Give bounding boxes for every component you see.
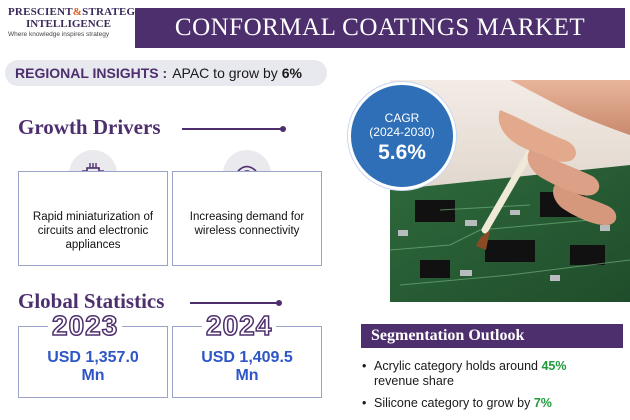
title-banner: CONFORMAL COATINGS MARKET — [135, 8, 625, 48]
segmentation-highlight: 7% — [533, 396, 552, 410]
stat-year: 2023 — [48, 309, 123, 342]
logo-tagline: Where knowledge inspires strategy — [8, 31, 110, 38]
segmentation-text: revenue share — [374, 374, 454, 388]
growth-driver-text: Increasing demand for wireless connectiv… — [189, 211, 305, 237]
growth-driver-card-1: Rapid miniaturization of circuits and el… — [18, 171, 168, 266]
cagr-label: CAGR — [384, 111, 420, 125]
circuit-board-photo — [390, 80, 630, 302]
growth-drivers-heading: Growth Drivers — [18, 115, 161, 139]
cagr-badge: CAGR (2024-2030) 5.6% — [348, 82, 456, 190]
segmentation-item-acrylic: Acrylic category holds around 45% revenu… — [362, 359, 622, 389]
stat-value: USD 1,357.0 Mn — [47, 349, 139, 384]
stat-year: 2024 — [202, 309, 277, 342]
logo-ampersand: & — [72, 6, 83, 18]
segmentation-highlight: 45% — [541, 359, 567, 373]
page-title: CONFORMAL COATINGS MARKET — [174, 14, 586, 41]
global-statistics-heading: Global Statistics — [18, 289, 165, 313]
cagr-period: (2024-2030) — [369, 125, 435, 139]
cagr-value: 5.6% — [378, 141, 426, 164]
stat-value: USD 1,409.5 Mn — [201, 349, 293, 384]
logo-line-2: INTELLIGENCE — [26, 18, 111, 30]
segmentation-item-silicone: Silicone category to grow by 7% — [362, 396, 622, 411]
regional-insights-value: 6% — [281, 65, 302, 81]
regional-insights-label: REGIONAL INSIGHTS : — [15, 65, 168, 81]
logo-line-1: PRESCIENT&STRATEGIC — [8, 6, 148, 18]
growth-drivers-underline — [182, 126, 286, 132]
logo-word-strategic: STRATEGIC — [82, 6, 148, 18]
company-logo: PRESCIENT&STRATEGIC INTELLIGENCE Where k… — [8, 6, 148, 46]
growth-driver-card-2: Increasing demand for wireless connectiv… — [172, 171, 322, 266]
segmentation-text: Acrylic category holds around — [374, 359, 538, 373]
growth-driver-text: Rapid miniaturization of circuits and el… — [32, 211, 154, 251]
logo-word-prescient: PRESCIENT — [8, 6, 73, 18]
regional-insights-pill: REGIONAL INSIGHTS : APAC to grow by 6% — [5, 60, 327, 86]
segmentation-heading: Segmentation Outlook — [361, 324, 623, 348]
segmentation-text: Silicone category to grow by — [374, 396, 531, 410]
global-statistics-underline — [190, 300, 282, 306]
regional-insights-text: APAC to grow by — [172, 65, 278, 81]
